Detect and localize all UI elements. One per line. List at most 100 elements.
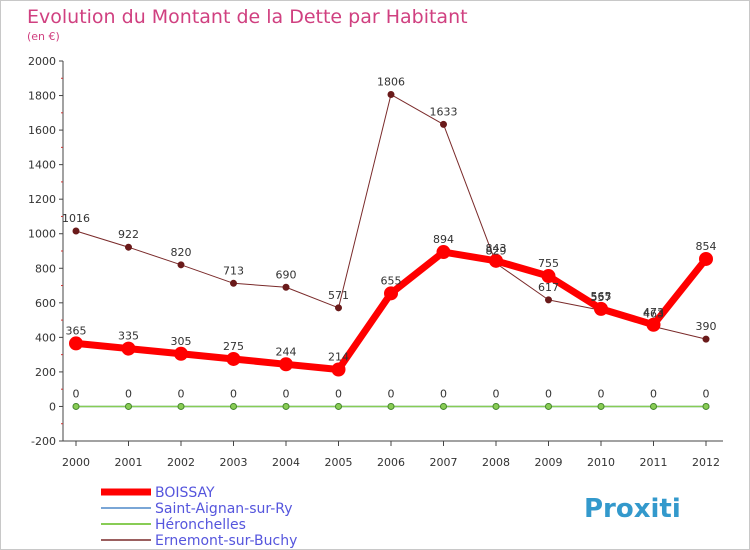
x-tick-label: 2011: [640, 456, 668, 469]
y-tick-label: 800: [35, 262, 56, 275]
data-point: [702, 335, 710, 343]
data-point: [335, 402, 342, 410]
data-label: 690: [276, 268, 297, 281]
x-tick-label: 2004: [272, 456, 300, 469]
data-point: [489, 253, 503, 268]
data-label: 713: [223, 264, 244, 277]
x-tick-label: 2003: [220, 456, 248, 469]
data-label: 0: [440, 387, 447, 400]
data-label: 0: [178, 387, 185, 400]
x-tick-label: 2002: [167, 456, 195, 469]
y-tick-label: 600: [35, 297, 56, 310]
data-label: 1806: [377, 76, 405, 89]
data-point: [387, 402, 395, 410]
data-point: [492, 402, 500, 410]
data-point: [69, 336, 83, 351]
data-label: 1633: [430, 105, 458, 118]
data-point: [597, 402, 605, 410]
data-point: [387, 91, 395, 99]
y-tick-label: 1200: [28, 193, 56, 206]
data-point: [72, 402, 80, 410]
data-label: 617: [538, 281, 559, 294]
data-label: 275: [223, 340, 244, 353]
y-tick-label: 1600: [28, 124, 56, 137]
data-labels: 365 335 305 275 244 214 655 894 843 755 565 473 854 1…: [62, 76, 717, 401]
legend-label: BOISSAY: [155, 485, 215, 501]
legend-item: Héronchelles: [101, 517, 246, 533]
data-point: [174, 346, 188, 361]
data-label: 0: [335, 387, 342, 400]
data-label: 305: [171, 335, 192, 348]
y-tick-label: 2000: [28, 55, 56, 68]
data-point: [545, 402, 552, 410]
data-point: [650, 402, 657, 410]
x-tick-label: 2007: [430, 456, 458, 469]
data-label: 0: [703, 387, 710, 400]
data-label: 463: [643, 307, 664, 320]
data-label: 473: [643, 306, 664, 319]
data-label: 0: [230, 387, 237, 400]
data-label: 565: [591, 290, 612, 303]
data-label: 820: [171, 246, 192, 259]
x-tick-label: 2008: [482, 456, 510, 469]
data-point: [282, 402, 290, 410]
data-label: 655: [381, 274, 402, 287]
logo-text: Proxiti: [584, 494, 681, 524]
legend: BOISSAYSaint-Aignan-sur-RyHéronchellesEr…: [101, 485, 297, 549]
y-tick-label: 0: [49, 400, 56, 413]
data-label: 244: [276, 345, 297, 358]
data-label: 829: [486, 244, 507, 257]
data-point: [545, 296, 552, 304]
data-point: [541, 269, 556, 284]
x-tick-label: 2012: [692, 456, 720, 469]
axes: -200020040060080010001200140016001800200…: [28, 55, 723, 469]
data-point: [335, 304, 342, 312]
y-tick-label: 1400: [28, 159, 56, 172]
legend-label: Saint-Aignan-sur-Ry: [155, 501, 293, 517]
y-tick-label: 200: [35, 366, 56, 379]
x-tick-label: 2005: [325, 456, 353, 469]
data-point: [282, 283, 290, 291]
data-point: [436, 245, 451, 260]
data-label: 390: [696, 320, 717, 333]
legend-item: Saint-Aignan-sur-Ry: [101, 501, 293, 517]
data-label: 0: [73, 387, 80, 400]
data-point: [72, 227, 80, 235]
chart-subtitle: (en €): [27, 30, 60, 43]
series-layer: [69, 91, 713, 410]
data-label: 755: [538, 257, 559, 270]
data-point: [230, 279, 237, 287]
data-label: 0: [545, 387, 552, 400]
data-point: [177, 261, 185, 269]
y-tick-label: -200: [31, 435, 56, 448]
data-point: [440, 120, 447, 128]
x-tick-label: 2001: [115, 456, 143, 469]
data-label: 0: [650, 387, 657, 400]
data-point: [384, 286, 398, 301]
y-tick-label: 1800: [28, 90, 56, 103]
y-tick-label: 400: [35, 331, 56, 344]
series-BOISSAY: [69, 245, 713, 377]
series-Ernemont-sur-Buchy: [72, 91, 710, 343]
data-label: 922: [118, 228, 139, 241]
chart-title: Evolution du Montant de la Dette par Hab…: [27, 6, 468, 28]
data-point: [646, 317, 661, 332]
x-tick-label: 2010: [587, 456, 615, 469]
proxiti-logo: Proxiti: [584, 494, 681, 524]
data-label: 214: [328, 350, 349, 363]
data-label: 0: [388, 387, 395, 400]
data-label: 854: [696, 240, 717, 253]
data-label: 0: [598, 387, 605, 400]
series-Héronchelles: [72, 402, 710, 410]
data-point: [699, 251, 713, 266]
data-point: [125, 243, 132, 251]
x-tick-label: 2009: [535, 456, 563, 469]
data-label: 365: [66, 324, 87, 337]
series-line: [75, 248, 709, 373]
data-point: [702, 402, 710, 410]
data-label: 894: [433, 233, 454, 246]
data-point: [440, 402, 447, 410]
data-point: [279, 357, 293, 372]
